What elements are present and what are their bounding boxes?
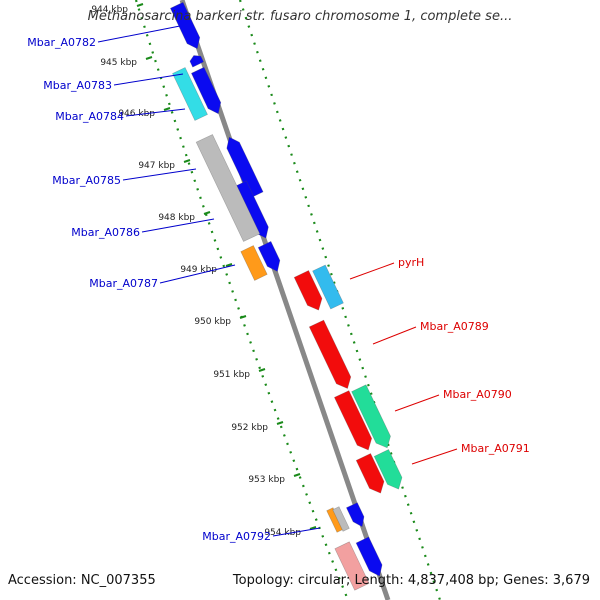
kbp-tick-label: 947 kbp (138, 161, 175, 171)
kbp-tick-mark (258, 368, 266, 372)
gene-arrow (191, 66, 222, 115)
kbp-tick-mark (163, 107, 171, 111)
gene-arrow (312, 264, 344, 310)
gene-label: Mbar_A0789 (420, 320, 489, 333)
kbp-tick-label: 953 kbp (248, 475, 285, 485)
gene-arrow (170, 1, 201, 50)
gene-label: Mbar_A0787 (89, 277, 158, 290)
gene-leader-line (272, 527, 321, 537)
gene-arrow (308, 319, 352, 389)
gene-leader-line (122, 168, 197, 181)
kbp-tick-label: 948 kbp (158, 213, 195, 223)
gene-arrow (333, 390, 373, 451)
gene-label: pyrH (398, 256, 424, 269)
gene-leader-line (394, 394, 440, 412)
gene-arrow (189, 55, 205, 68)
gene-leader-line (349, 262, 395, 280)
gene-arrow (351, 384, 391, 449)
gene-arrow (257, 240, 281, 272)
gene-label: Mbar_A0792 (202, 530, 271, 543)
gene-leader-line (97, 25, 181, 43)
kbp-tick-mark (203, 211, 211, 215)
gene-leader-line (159, 264, 236, 284)
gene-leader-line (141, 218, 215, 233)
map-title: Methanosarcina barkeri str. fusaro chrom… (87, 9, 513, 24)
gene-arrow (332, 506, 350, 532)
gene-label: Mbar_A0791 (461, 442, 530, 455)
kbp-tick-label: 954 kbp (264, 528, 301, 538)
kbp-tick-mark (145, 56, 153, 60)
kbp-tick-label: 950 kbp (194, 317, 231, 327)
kbp-tick-label: 945 kbp (100, 58, 137, 68)
gene-arrow (345, 502, 365, 528)
gene-leader-line (411, 448, 458, 465)
gene-arrow (373, 449, 403, 490)
kbp-tick-label: 944 kbp (91, 5, 128, 15)
gene-arrow (240, 245, 268, 281)
gene-arrow (293, 270, 323, 311)
gene-arrow (172, 67, 208, 121)
kbp-tick-label: 946 kbp (118, 109, 155, 119)
kbp-tick-label: 952 kbp (231, 423, 268, 433)
kbp-tick-mark (309, 526, 317, 530)
gene-arrow (334, 541, 370, 591)
kbp-tick-mark (225, 263, 233, 267)
kbp-tick-mark (136, 3, 144, 7)
kbp-tick-mark (183, 159, 191, 163)
gene-arrow (355, 536, 383, 577)
accession-label: Accession: NC_007355 (8, 573, 156, 588)
gene-arrow (355, 453, 385, 494)
gene-label: Mbar_A0785 (52, 174, 121, 187)
gene-label: Mbar_A0784 (55, 110, 124, 123)
gene-arrow (195, 134, 261, 242)
gene-arrow (226, 136, 264, 199)
kbp-tick-mark (239, 315, 247, 319)
kbp-tick-mark (293, 473, 301, 477)
kbp-tick-label: 949 kbp (180, 265, 217, 275)
kbp-tick-label: 951 kbp (213, 370, 250, 380)
gene-leader-line (372, 326, 417, 345)
gene-leader-line (125, 108, 186, 117)
gene-label: Mbar_A0783 (43, 79, 112, 92)
gene-label: Mbar_A0786 (71, 226, 140, 239)
gene-label: Mbar_A0790 (443, 388, 512, 401)
gene-leader-line (113, 73, 184, 86)
gene-label: Mbar_A0782 (27, 36, 96, 49)
kbp-tick-mark (276, 421, 284, 425)
tick-ring-inner (134, 0, 350, 600)
topology-label: Topology: circular; Length: 4,837,408 bp… (232, 573, 590, 588)
